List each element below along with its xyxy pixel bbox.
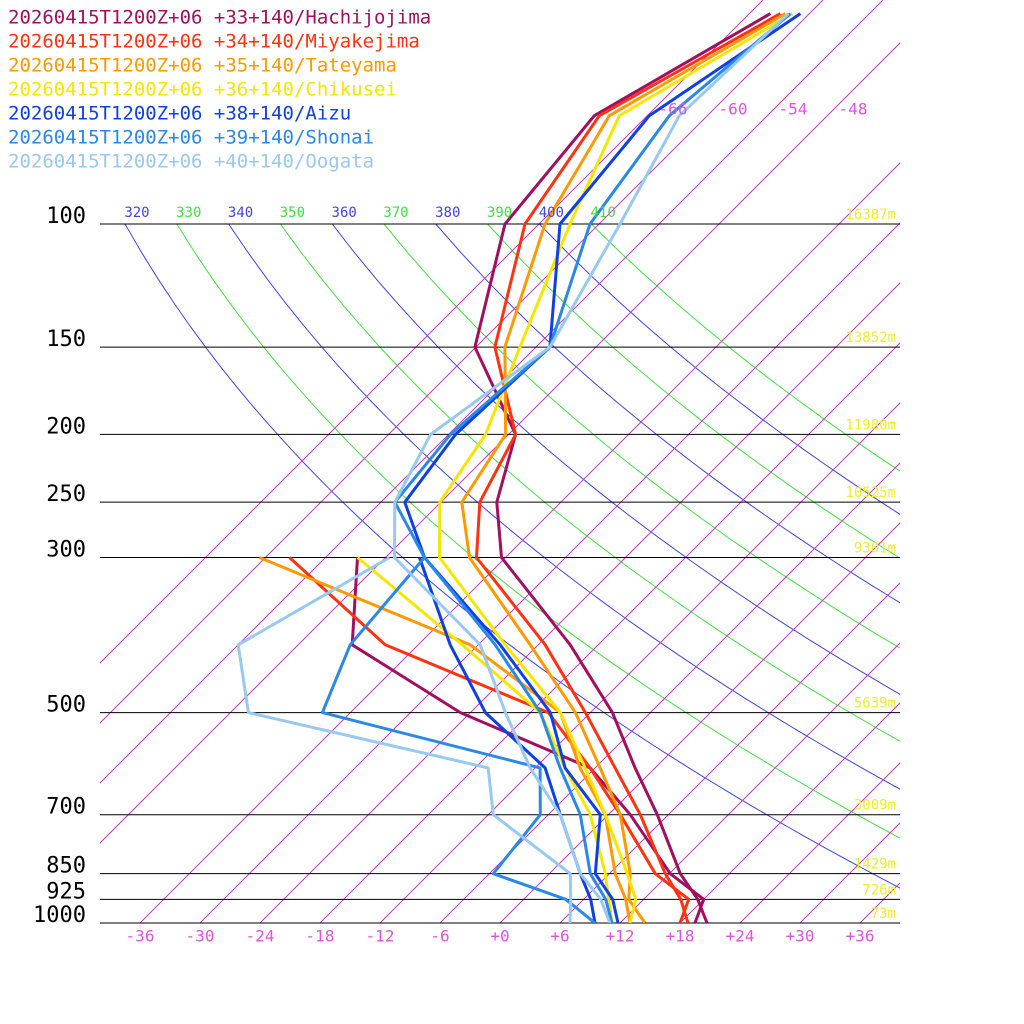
isotherm-label: -60 — [719, 100, 748, 119]
theta-label: 330 — [176, 205, 201, 221]
theta-label: 360 — [332, 205, 357, 221]
y-tick-label: 150 — [46, 327, 86, 352]
y-tick-label: 925 — [46, 879, 86, 904]
theta-label: 400 — [539, 205, 564, 221]
temperature-line — [393, 12, 792, 923]
height-label: 11980m — [845, 417, 896, 433]
x-tick-label: +24 — [726, 927, 755, 946]
height-label: 5639m — [854, 696, 896, 712]
isotherm — [259, 282, 900, 923]
theta-label: 410 — [591, 205, 616, 221]
legend-entry: 20260415T1200Z+06 +34+140/Miyakejima — [8, 31, 420, 53]
isotherm-label: -66 — [659, 100, 688, 119]
y-tick-label: 850 — [46, 854, 86, 879]
isotherm — [499, 522, 900, 923]
height-label: 3009m — [854, 798, 896, 814]
temperature-line — [403, 12, 802, 923]
dry-adiabat — [590, 224, 900, 472]
y-tick-label: 100 — [46, 204, 86, 229]
dry-adiabat — [279, 224, 900, 742]
isotherm — [379, 402, 900, 923]
x-tick-label: -6 — [430, 927, 449, 946]
theta-label: 380 — [435, 205, 460, 221]
isotherm — [100, 0, 764, 664]
isotherm — [139, 162, 900, 923]
isotherm-label: -48 — [839, 100, 868, 119]
dry-adiabats — [124, 224, 900, 889]
theta-label: 320 — [124, 205, 149, 221]
x-tick-label: +0 — [490, 927, 509, 946]
dewpoint-line — [418, 557, 597, 923]
temperature-line — [438, 12, 794, 923]
dewpoint-line — [320, 556, 596, 923]
dewpoint-line — [288, 556, 691, 923]
legend-entry: 20260415T1200Z+06 +33+140/Hachijojima — [8, 7, 431, 29]
legend-entry: 20260415T1200Z+06 +40+140/Oogata — [8, 151, 374, 173]
theta-label: 370 — [383, 205, 408, 221]
height-label: 9301m — [854, 541, 896, 557]
legend-entry: 20260415T1200Z+06 +35+140/Tateyama — [8, 55, 397, 77]
theta-label: 390 — [487, 205, 512, 221]
isotherm — [799, 822, 900, 923]
x-tick-label: +12 — [606, 927, 635, 946]
height-label: 13852m — [845, 330, 896, 346]
x-tick-label: -12 — [366, 927, 395, 946]
legend-entry: 20260415T1200Z+06 +39+140/Shonai — [8, 127, 374, 149]
x-tick-label: +36 — [846, 927, 875, 946]
y-tick-label: 300 — [46, 538, 86, 563]
x-tick-label: -24 — [246, 927, 275, 946]
temperature-line — [473, 12, 772, 923]
temperature-line — [393, 12, 790, 923]
isotherm — [100, 0, 824, 724]
legend-entry: 20260415T1200Z+06 +36+140/Chikusei — [8, 79, 397, 101]
temperature-line — [460, 12, 787, 923]
height-label: 73m — [871, 906, 896, 922]
soundings — [236, 12, 802, 923]
isotherm — [559, 582, 900, 923]
x-tick-label: +30 — [786, 927, 815, 946]
y-tick-label: 1000 — [33, 903, 86, 928]
dry-adiabat — [124, 224, 900, 889]
isotherm-label: -54 — [779, 100, 808, 119]
isotherm — [439, 462, 900, 923]
y-tick-label: 200 — [46, 414, 86, 439]
temperature-line — [475, 12, 782, 923]
theta-label: 340 — [228, 205, 253, 221]
isotherm — [199, 222, 900, 923]
isotherms — [100, 0, 900, 923]
isotherm — [739, 762, 900, 923]
height-label: 726m — [862, 882, 896, 898]
dry-adiabat — [228, 224, 900, 790]
dry-adiabat — [487, 224, 900, 559]
isotherm — [100, 0, 884, 784]
x-tick-label: -30 — [186, 927, 215, 946]
legend-entry: 20260415T1200Z+06 +38+140/Aizu — [8, 103, 351, 125]
theta-label: 350 — [280, 205, 305, 221]
height-label: 1429m — [854, 857, 896, 873]
y-tick-label: 700 — [46, 795, 86, 820]
x-tick-label: -18 — [306, 927, 335, 946]
y-tick-label: 250 — [46, 482, 86, 507]
isotherm — [679, 702, 900, 923]
isotherm — [619, 642, 900, 923]
dewpoint-line — [236, 556, 573, 923]
isotherm — [100, 42, 900, 844]
x-tick-label: +6 — [550, 927, 569, 946]
height-label: 16387m — [845, 207, 896, 223]
y-tick-label: 500 — [46, 693, 86, 718]
isotherm — [319, 342, 900, 923]
x-tick-label: +18 — [666, 927, 695, 946]
x-tick-label: -36 — [126, 927, 155, 946]
labels: 320 330 340 350 360 370 380 390 400 410 -36 -30 -24 -… — [8, 7, 896, 946]
height-label: 10525m — [845, 485, 896, 501]
